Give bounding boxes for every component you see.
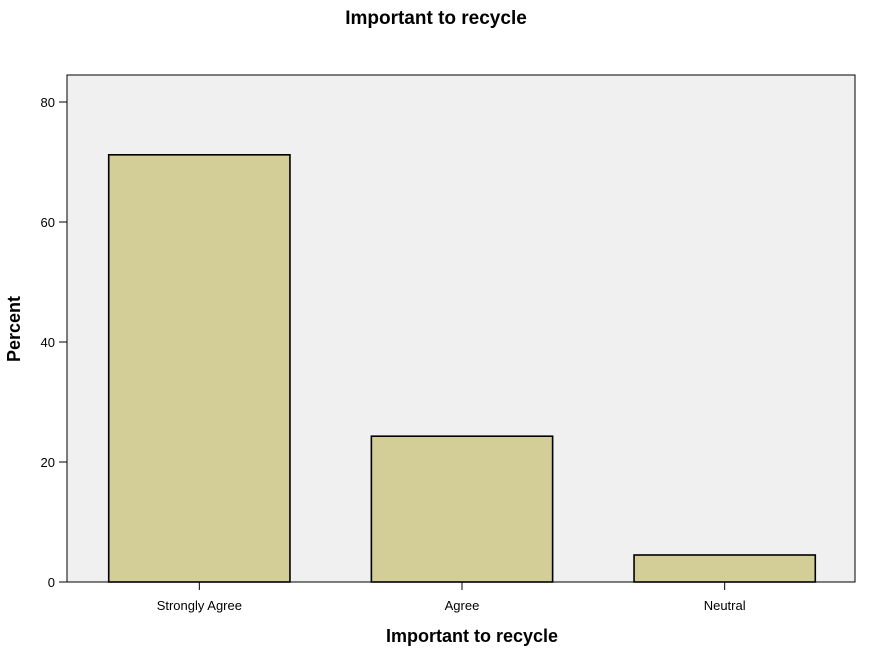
y-tick-label: 0 (48, 575, 55, 590)
x-tick-label: Agree (445, 598, 480, 613)
y-axis: 0 20 40 60 80 (41, 95, 67, 590)
x-tick-label: Neutral (704, 598, 746, 613)
y-tick-label: 80 (41, 95, 55, 110)
x-axis-title: Important to recycle (386, 626, 558, 646)
x-tick-label: Strongly Agree (157, 598, 242, 613)
y-tick-label: 20 (41, 455, 55, 470)
x-axis: Strongly Agree Agree Neutral (157, 582, 746, 613)
chart-title: Important to recycle (345, 8, 527, 29)
y-tick-label: 60 (41, 215, 55, 230)
bars-group (107, 154, 817, 583)
bar-agree (370, 435, 554, 583)
bar-strongly-agree (107, 154, 291, 583)
y-axis-title: Percent (4, 296, 24, 362)
y-tick-label: 40 (41, 335, 55, 350)
bar-neutral (633, 554, 817, 583)
